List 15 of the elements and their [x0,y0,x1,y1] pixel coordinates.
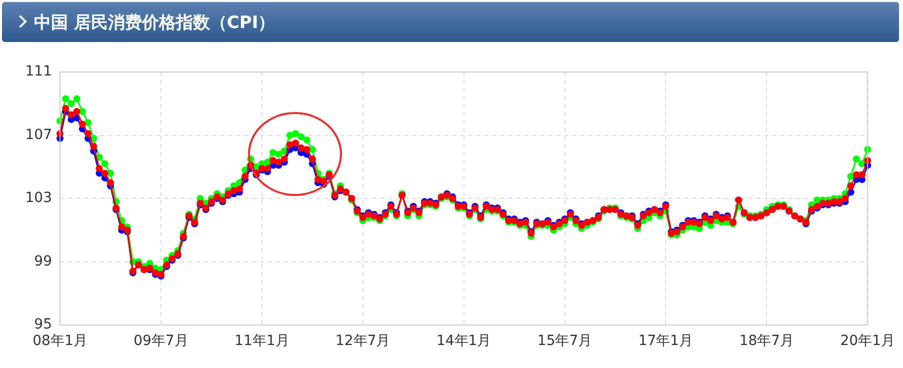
x-tick-label: 11年1月 [234,333,290,350]
x-tick-label: 17年1月 [638,333,694,350]
y-tick-label: 95 [34,316,52,333]
x-tick-label: 15年7月 [537,333,592,350]
x-tick-label: 12年7月 [335,333,390,350]
x-tick-label: 14年1月 [436,333,492,350]
chart-title: 中国 居民消费价格指数（CPI） [34,12,276,34]
y-tick-label: 103 [25,190,52,206]
x-tick-label: 20年1月 [840,333,896,350]
x-tick-label: 18年7月 [739,333,794,350]
x-tick-label: 08年1月 [32,333,88,350]
x-tick-label: 09年7月 [134,333,188,350]
y-tick-label: 99 [34,253,52,270]
y-tick-label: 111 [25,64,52,80]
y-tick-label: 107 [25,126,52,143]
